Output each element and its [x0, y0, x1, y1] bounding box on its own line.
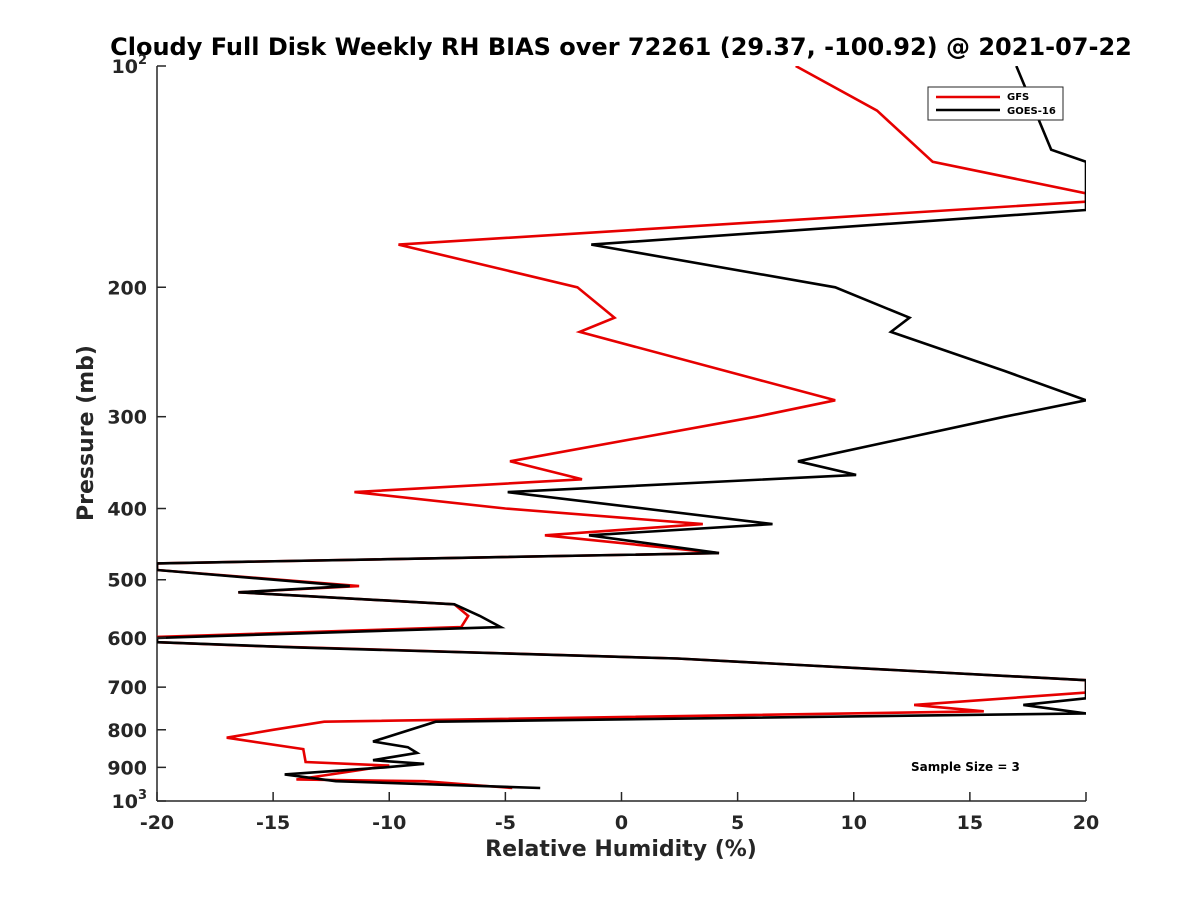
y-tick-label: 800 [107, 720, 147, 742]
y-ticks: 102 200 300 400 500 600 700 800 900 103 [107, 53, 166, 813]
y-tick-label: 500 [107, 570, 147, 592]
x-tick-label: 20 [1073, 812, 1099, 834]
x-tick-label: 0 [615, 812, 628, 834]
y-tick-label: 102 [112, 53, 148, 78]
chart-title: Cloudy Full Disk Weekly RH BIAS over 722… [110, 33, 1132, 61]
legend-label-gfs: GFS [1007, 92, 1029, 103]
y-axis-label: Pressure (mb) [74, 345, 99, 521]
legend-box [927, 86, 1064, 121]
y-tick-label: 900 [107, 757, 147, 779]
x-tick-label: -5 [495, 812, 516, 834]
y-tick-label: 700 [107, 677, 147, 699]
sample-size-annotation: Sample Size = 3 [911, 760, 1020, 774]
x-tick-label: -15 [256, 812, 290, 834]
series-line-gfs [157, 66, 1086, 790]
x-tick-label: 15 [957, 812, 983, 834]
y-tick-label: 103 [112, 788, 148, 813]
series-line-goes16 [157, 66, 1086, 790]
series-layer [157, 66, 1086, 790]
y-tick-label: 400 [107, 499, 147, 521]
x-ticks: -20 -15 -10 -5 0 5 10 15 20 [140, 792, 1099, 834]
x-tick-label: -10 [372, 812, 406, 834]
y-tick-label: 300 [107, 407, 147, 429]
y-tick-label: 600 [107, 628, 147, 650]
legend: GFS GOES-16 [927, 86, 1064, 121]
y-tick-label: 200 [107, 277, 147, 299]
legend-label-goes16: GOES-16 [1007, 106, 1056, 117]
x-tick-label: 5 [731, 812, 744, 834]
x-tick-label: -20 [140, 812, 174, 834]
x-axis-label: Relative Humidity (%) [485, 837, 757, 862]
plot-area: -20 -15 -10 -5 0 5 10 15 20 102 200 300 400 500 600 70… [107, 53, 1099, 834]
x-tick-label: 10 [841, 812, 867, 834]
